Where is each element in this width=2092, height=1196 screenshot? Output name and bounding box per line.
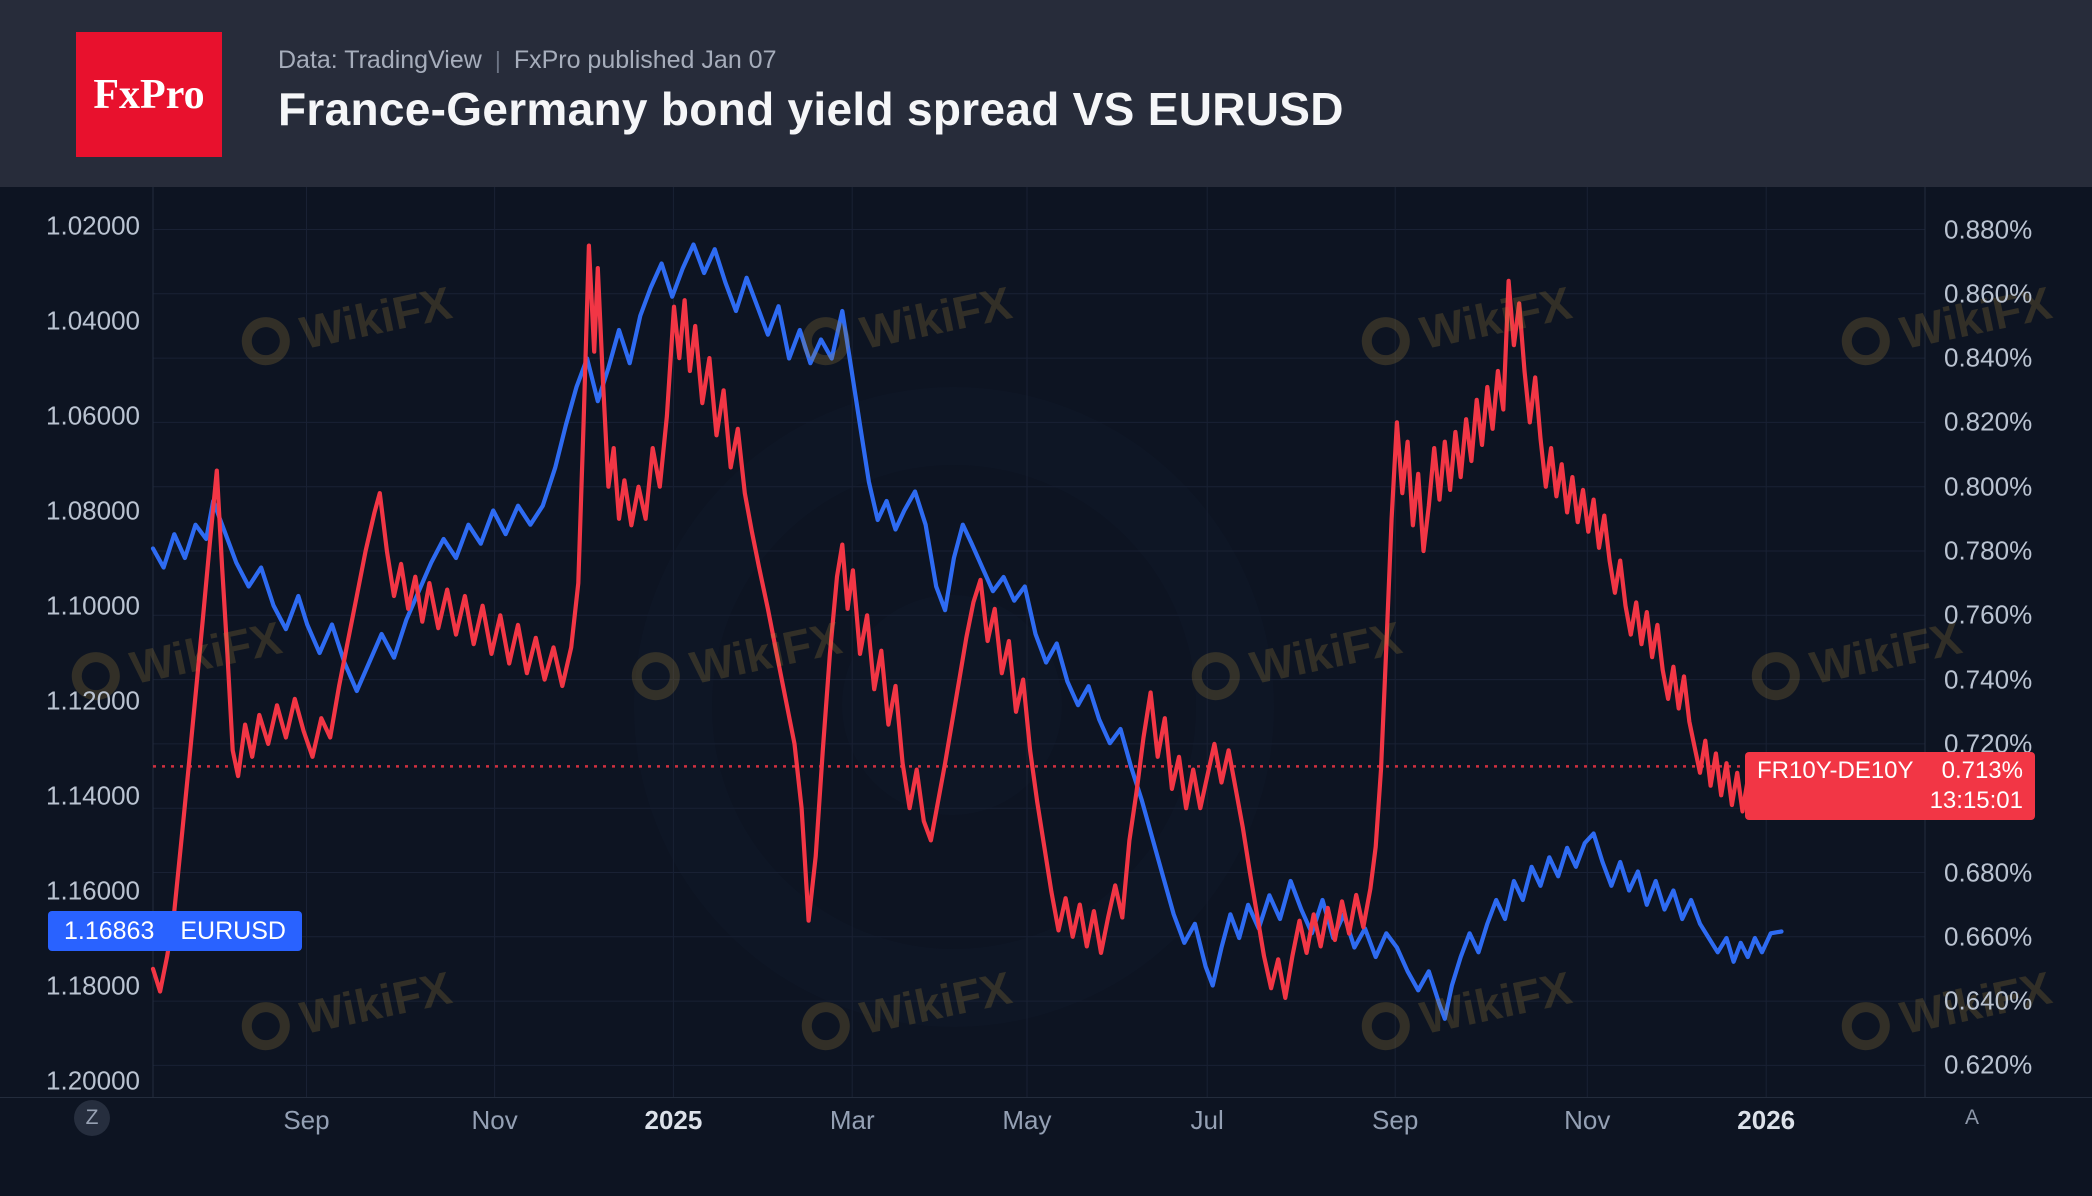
left-axis-tick: 1.14000 [46, 780, 140, 810]
spread-price-value: 0.713% [1941, 757, 2023, 785]
left-axis-tick: 1.12000 [46, 685, 140, 715]
spread-series-label: FR10Y-DE10Y [1757, 757, 1914, 785]
header-bar: FxPro Data: TradingView | FxPro published … [0, 0, 2092, 187]
right-axis-tick: 0.660% [1944, 921, 2033, 952]
right-axis-tick: 0.800% [1944, 471, 2033, 502]
eurusd-price-badge: 1.16863 EURUSD [48, 911, 302, 952]
left-axis-tick: 1.02000 [46, 210, 140, 240]
time-axis-tick: Nov [471, 1105, 518, 1135]
bottom-right-a-badge: A [1954, 1100, 1990, 1136]
left-axis-tick: 1.20000 [46, 1065, 140, 1095]
time-axis-tick: May [1002, 1105, 1052, 1135]
bottom-right-a-label: A [1964, 1106, 1979, 1129]
data-source-label: Data: TradingView [278, 46, 482, 74]
left-axis-tick: 1.04000 [46, 305, 140, 335]
spread-price-time: 13:15:01 [1929, 787, 2023, 815]
right-axis-tick: 0.740% [1944, 664, 2033, 695]
page-title: France-Germany bond yield spread VS EURU… [278, 83, 1344, 135]
right-axis-tick: 0.860% [1944, 278, 2033, 309]
published-label: FxPro published Jan 07 [513, 46, 777, 74]
time-axis-tick: Jul [1190, 1105, 1224, 1135]
left-axis-tick: 1.06000 [46, 400, 140, 430]
meta-separator: | [494, 47, 501, 73]
time-axis-divider [0, 1097, 2092, 1098]
right-axis-tick: 0.760% [1944, 599, 2033, 630]
fxpro-logo-text: FxPro [93, 71, 205, 118]
time-axis-tick: 2026 [1737, 1105, 1796, 1135]
left-axis-tick: 1.16000 [46, 875, 140, 905]
eurusd-price-value: 1.16863 [64, 916, 155, 945]
right-axis-tick: 0.840% [1944, 342, 2033, 373]
left-axis-tick: 1.18000 [46, 970, 140, 1000]
chart-area[interactable]: 1.16863 EURUSD FR10Y-DE10Y 0.713% 13:15:… [0, 187, 2092, 1196]
EURUSD-line [150, 242, 1784, 1021]
bottom-left-z-label: Z [85, 1106, 99, 1129]
fxpro-logo: FxPro [76, 32, 222, 157]
bottom-left-z-badge: Z [74, 1100, 110, 1136]
time-axis-tick: Nov [1564, 1105, 1611, 1135]
spread-price-badge: FR10Y-DE10Y 0.713% 13:15:01 [1745, 752, 2035, 821]
time-axis-tick: Sep [283, 1105, 330, 1135]
right-axis-tick: 0.620% [1944, 1049, 2033, 1080]
right-axis-tick: 0.680% [1944, 857, 2033, 887]
right-axis-tick: 0.880% [1944, 214, 2033, 244]
time-axis-tick: Mar [829, 1105, 875, 1135]
left-axis-tick: 1.10000 [46, 590, 140, 620]
right-axis-tick: 0.780% [1944, 535, 2033, 566]
chart-meta: Data: TradingView | FxPro published Jan 07 [278, 46, 776, 75]
time-axis-tick: 2025 [644, 1105, 703, 1135]
eurusd-price-label: EURUSD [180, 916, 286, 945]
right-axis-tick: 0.640% [1944, 985, 2033, 1016]
left-axis-tick: 1.08000 [46, 495, 140, 525]
FR10Y-DE10Y-line [150, 243, 1784, 1001]
chart-canvas[interactable] [0, 187, 2092, 1196]
time-axis-tick: Sep [1372, 1105, 1419, 1135]
right-axis-tick: 0.820% [1944, 406, 2033, 437]
